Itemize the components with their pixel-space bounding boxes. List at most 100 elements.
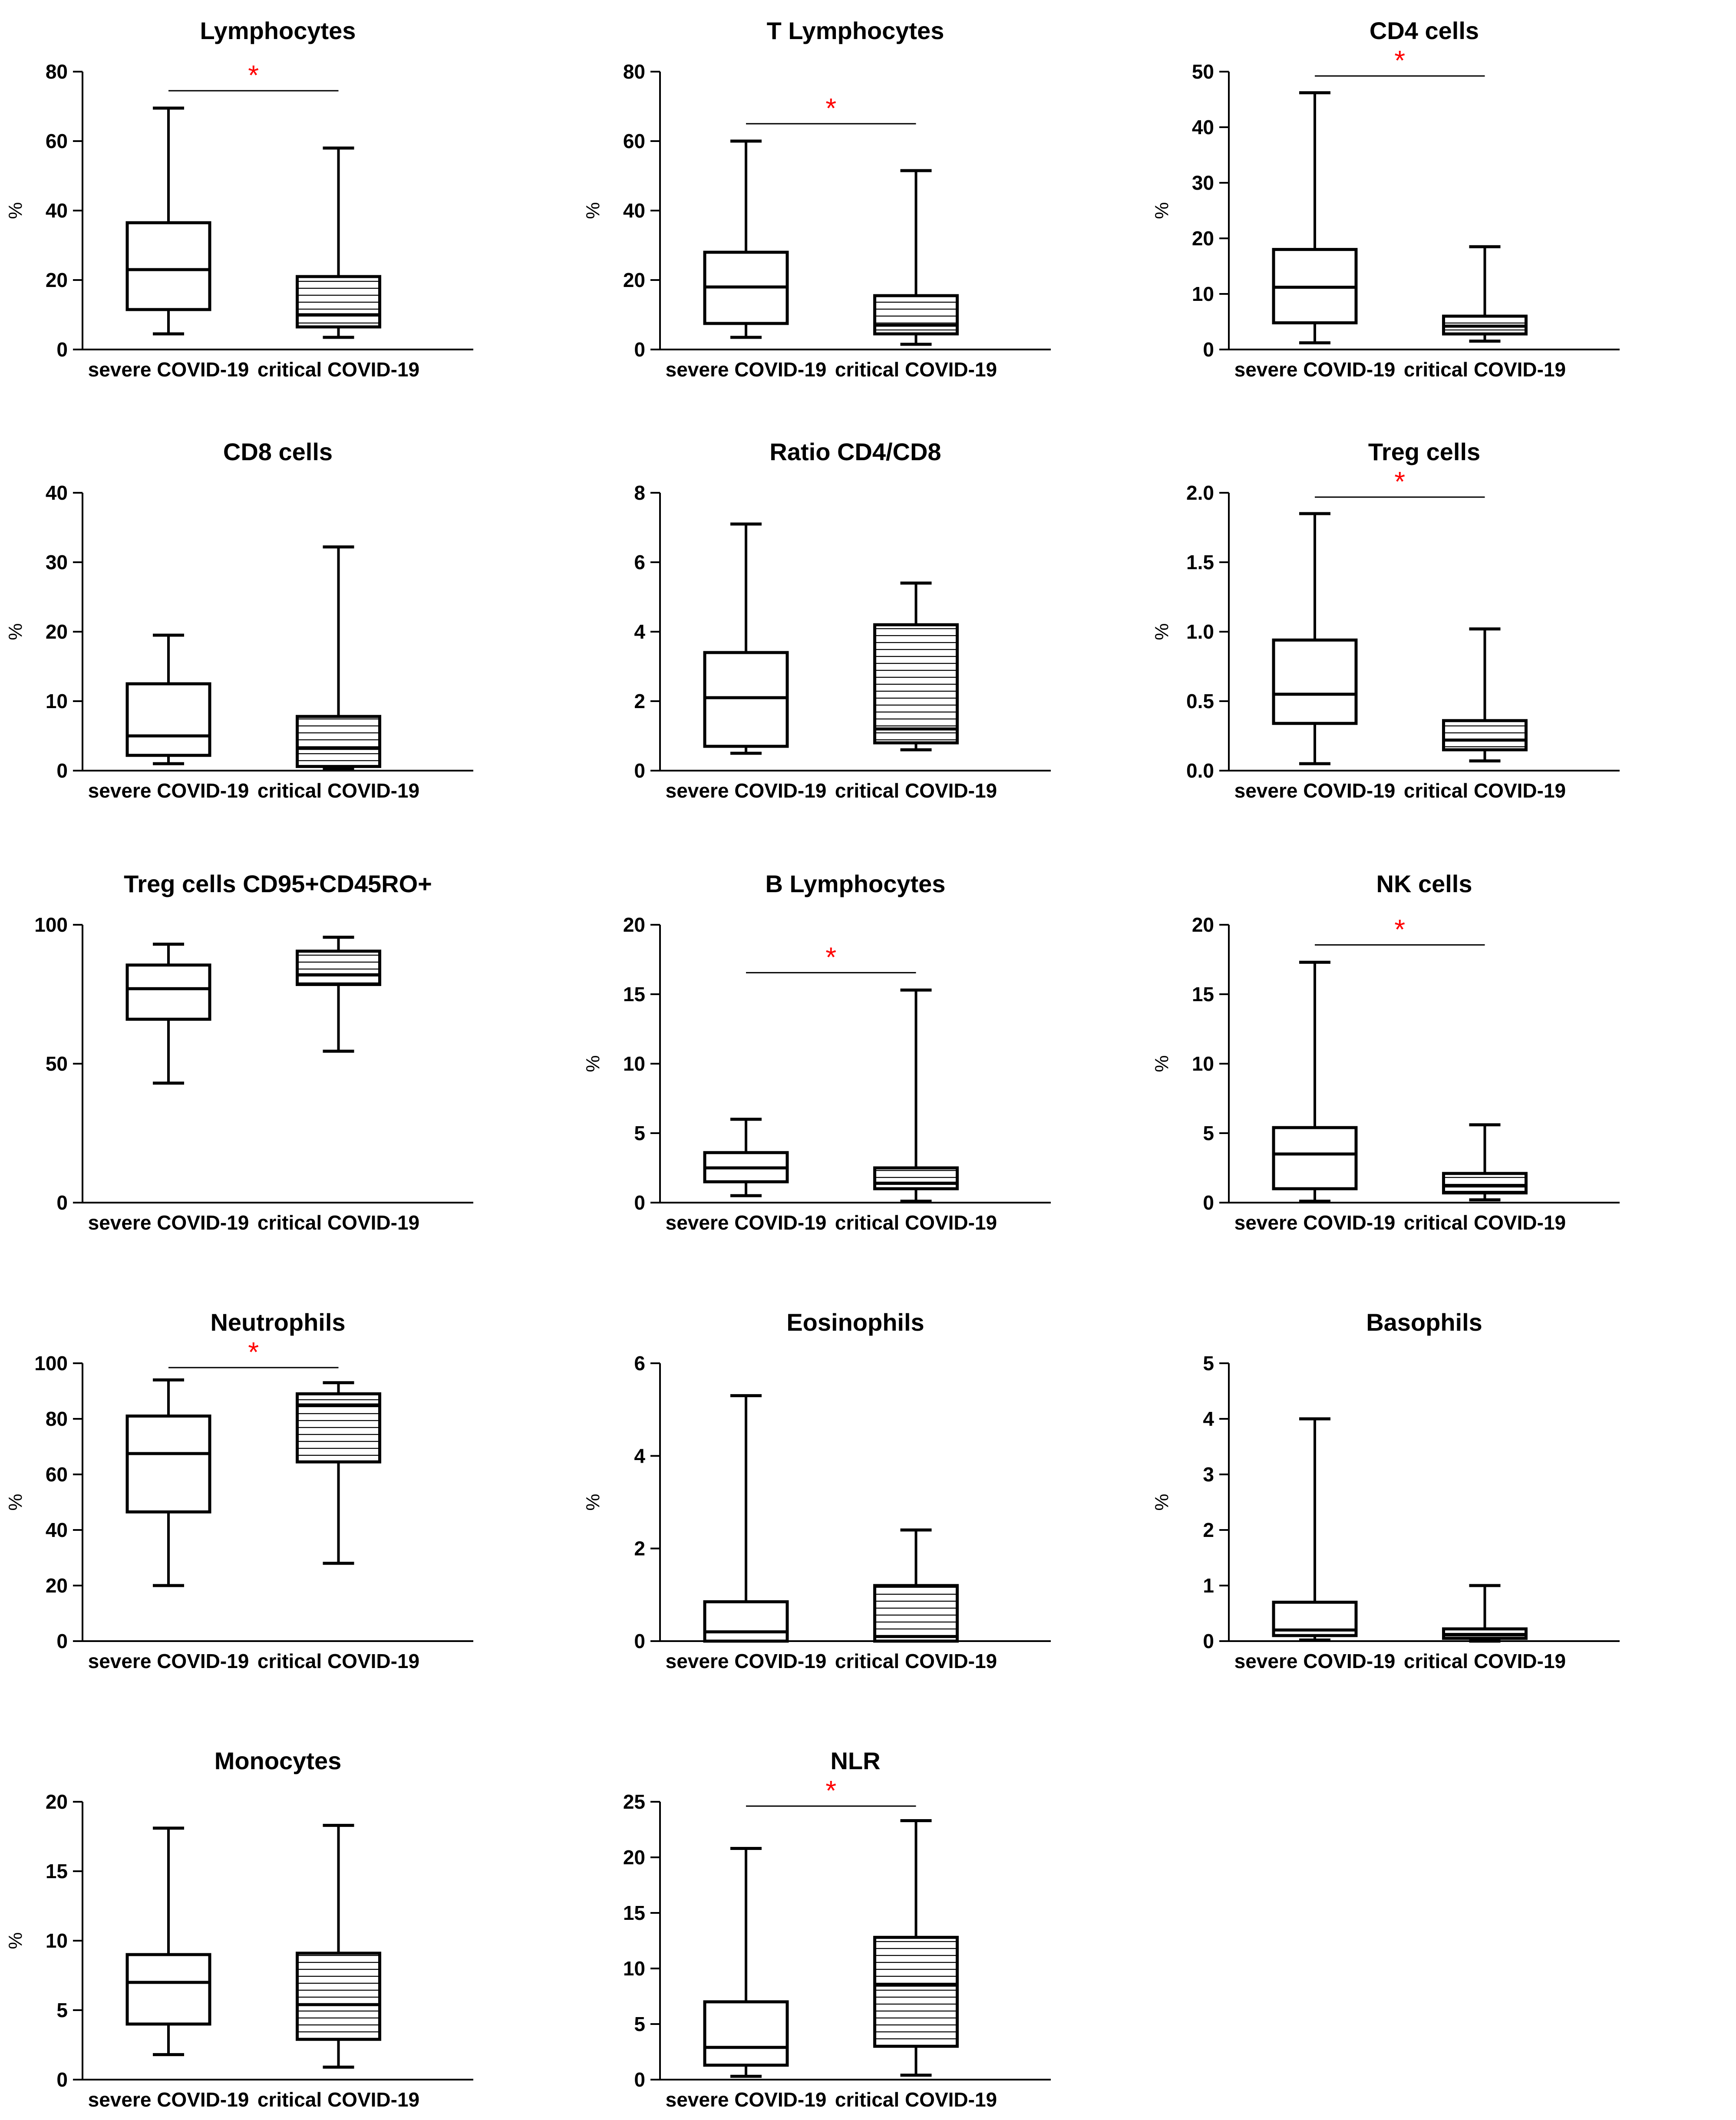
significance-star: * — [825, 1775, 836, 1806]
box-severe-covid-19 — [703, 522, 789, 755]
panel-cd8-cells: CD8 cells 0 10 20 30 40% severe COVID-19 critic… — [5, 438, 473, 802]
iqr-box — [1442, 719, 1528, 752]
box-critical-covid-19 — [296, 1381, 381, 1565]
y-tick-label: 60 — [623, 130, 645, 152]
box-severe-covid-19 — [1272, 512, 1358, 765]
category-label: critical COVID-19 — [257, 779, 419, 802]
y-tick-label: 0 — [634, 759, 645, 782]
y-axis-label: % — [582, 1055, 604, 1072]
y-tick-label: 10 — [623, 1052, 645, 1075]
category-label: severe COVID-19 — [666, 358, 827, 381]
y-tick-label: 10 — [1192, 283, 1214, 305]
iqr-box — [873, 294, 959, 336]
y-tick-label: 5 — [634, 2013, 645, 2035]
panel-nk-cells: NK cells 0 5 10 15 20% severe COVID-19 critical… — [1151, 870, 1620, 1234]
iqr-box — [1272, 638, 1358, 725]
y-tick-label: 80 — [46, 1408, 68, 1430]
box-critical-covid-19 — [1442, 1123, 1528, 1202]
panel-title: Ratio CD4/CD8 — [769, 438, 941, 465]
category-label: critical COVID-19 — [257, 1650, 419, 1672]
y-tick-label: 15 — [1192, 983, 1214, 1006]
box-severe-covid-19 — [703, 1394, 789, 1643]
y-tick-label: 1 — [1203, 1574, 1214, 1597]
category-label: critical COVID-19 — [835, 1211, 997, 1234]
y-tick-label: 20 — [46, 269, 68, 291]
y-tick-label: 5 — [56, 1999, 68, 2021]
box-severe-covid-19 — [125, 633, 211, 765]
y-tick-label: 15 — [46, 1860, 68, 1883]
significance-star: * — [825, 92, 836, 124]
y-tick-label: 40 — [46, 1519, 68, 1541]
panel-title: NK cells — [1376, 870, 1472, 897]
y-tick-label: 4 — [634, 620, 645, 643]
y-tick-label: 2 — [634, 1537, 645, 1560]
iqr-box — [703, 1600, 789, 1643]
y-tick-label: 0 — [1203, 338, 1214, 361]
y-tick-label: 20 — [623, 913, 645, 936]
y-tick-label: 0 — [56, 1630, 68, 1652]
y-tick-label: 2 — [634, 690, 645, 712]
y-tick-label: 40 — [623, 199, 645, 222]
y-tick-label: 20 — [46, 1574, 68, 1597]
iqr-box — [125, 963, 211, 1021]
iqr-box — [296, 275, 381, 329]
panel-title: Monocytes — [215, 1747, 342, 1774]
iqr-box — [873, 1584, 959, 1643]
y-tick-label: 0 — [56, 759, 68, 782]
y-tick-label: 5 — [634, 1122, 645, 1144]
y-tick-label: 40 — [46, 481, 68, 504]
y-tick-label: 20 — [1192, 227, 1214, 250]
panel-title: Basophils — [1366, 1309, 1482, 1336]
category-label: severe COVID-19 — [88, 2088, 249, 2111]
iqr-box — [296, 1952, 381, 2041]
y-axis-label: % — [5, 1932, 26, 1949]
panel-eosinophils: Eosinophils 0 2 4 6% severe COVID-19 critical … — [582, 1309, 1051, 1672]
panel-title: Treg cells CD95+CD45RO+ — [124, 870, 432, 897]
y-tick-label: 0 — [56, 1191, 68, 1214]
panel-title: NLR — [830, 1747, 880, 1774]
panel-title: Lymphocytes — [200, 17, 356, 44]
category-label: critical COVID-19 — [835, 1650, 997, 1672]
significance-star: * — [248, 59, 259, 91]
y-axis-label: % — [5, 202, 26, 219]
category-label: severe COVID-19 — [666, 779, 827, 802]
y-tick-label: 50 — [1192, 60, 1214, 83]
significance-star: * — [1394, 913, 1405, 945]
category-label: critical COVID-19 — [257, 2088, 419, 2111]
y-tick-label: 0 — [634, 2068, 645, 2091]
y-tick-label: 25 — [623, 1790, 645, 1813]
y-tick-label: 5 — [1203, 1122, 1214, 1144]
panel-title: B Lymphocytes — [766, 870, 946, 897]
significance-star: * — [248, 1336, 259, 1368]
iqr-box — [125, 682, 211, 757]
y-tick-label: 4 — [1203, 1408, 1214, 1430]
box-severe-covid-19 — [125, 1378, 211, 1587]
y-axis-label: % — [1151, 1055, 1172, 1072]
category-label: critical COVID-19 — [835, 358, 997, 381]
iqr-box — [873, 1166, 959, 1190]
y-tick-label: 6 — [634, 551, 645, 574]
iqr-box — [703, 651, 789, 748]
box-critical-covid-19 — [296, 936, 381, 1053]
y-tick-label: 80 — [623, 60, 645, 83]
panel-b-lymphocytes: B Lymphocytes 0 5 10 15 20% severe COVID-19 cri… — [582, 870, 1051, 1234]
panel-basophils: Basophils 0 1 2 3 4 5% severe COVID-19 critical … — [1151, 1309, 1620, 1672]
significance-star: * — [1394, 45, 1405, 76]
box-critical-covid-19 — [296, 146, 381, 339]
significance-star: * — [825, 941, 836, 973]
panel-treg-cells: Treg cells 0.0 0.5 1.0 1.5 2.0% severe COVID-1… — [1151, 438, 1620, 802]
panel-title: T Lymphocytes — [767, 17, 944, 44]
box-severe-covid-19 — [125, 943, 211, 1085]
box-severe-covid-19 — [125, 1827, 211, 2056]
iqr-box — [125, 1414, 211, 1513]
box-critical-covid-19 — [873, 988, 959, 1203]
box-severe-covid-19 — [703, 1847, 789, 2078]
y-axis-label: % — [5, 623, 26, 640]
category-label: severe COVID-19 — [88, 1211, 249, 1234]
y-axis-label: % — [5, 1494, 26, 1510]
category-label: severe COVID-19 — [88, 779, 249, 802]
y-tick-label: 8 — [634, 481, 645, 504]
box-severe-covid-19 — [1272, 1417, 1358, 1642]
iqr-box — [125, 1953, 211, 2026]
panel-title: CD8 cells — [223, 438, 333, 465]
